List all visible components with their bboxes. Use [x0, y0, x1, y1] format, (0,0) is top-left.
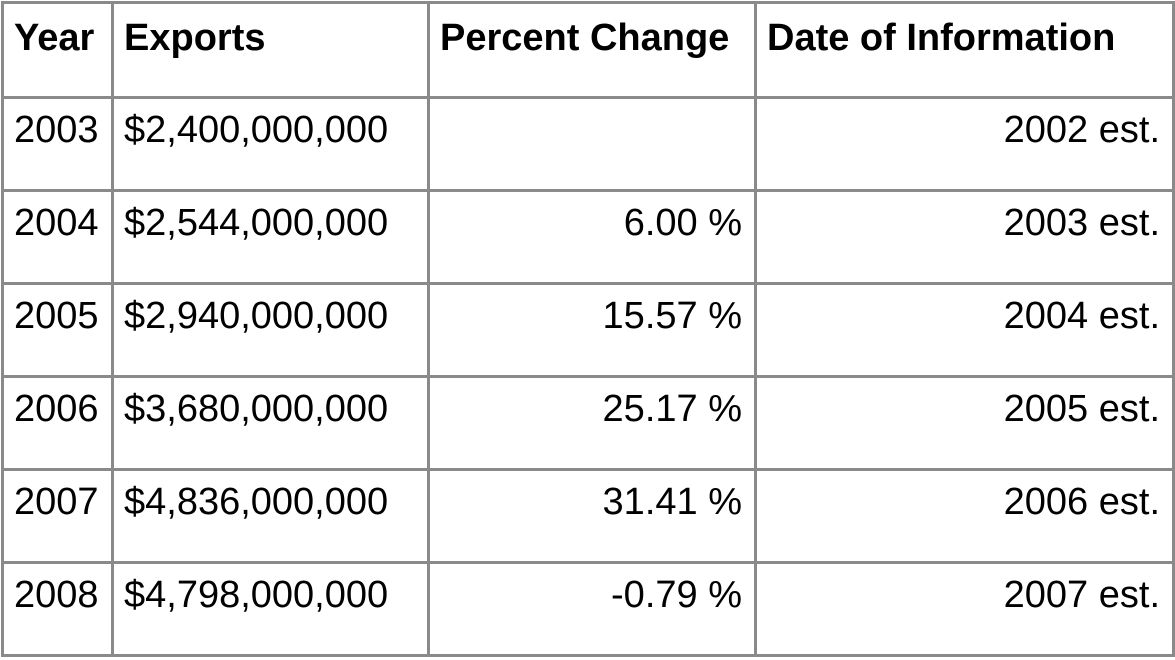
- percent-change-cell: 15.57 %: [427, 282, 757, 378]
- exports-cell: $2,544,000,000: [111, 189, 430, 285]
- date-of-information-cell: 2005 est.: [754, 375, 1175, 471]
- table-row: 2004 $2,544,000,000 6.00 % 2003 est.: [1, 189, 1175, 285]
- table-row: 2008 $4,798,000,000 -0.79 % 2007 est.: [1, 561, 1175, 657]
- year-cell: 2007: [1, 468, 114, 564]
- percent-change-cell: -0.79 %: [427, 561, 757, 657]
- percent-change-cell: 25.17 %: [427, 375, 757, 471]
- column-header-year: Year: [1, 1, 114, 99]
- exports-cell: $4,798,000,000: [111, 561, 430, 657]
- year-cell: 2006: [1, 375, 114, 471]
- table-row: 2007 $4,836,000,000 31.41 % 2006 est.: [1, 468, 1175, 564]
- date-of-information-cell: 2007 est.: [754, 561, 1175, 657]
- year-cell: 2003: [1, 96, 114, 192]
- column-header-percent-change: Percent Change: [427, 1, 757, 99]
- percent-change-cell: 6.00 %: [427, 189, 757, 285]
- exports-cell: $3,680,000,000: [111, 375, 430, 471]
- exports-cell: $2,940,000,000: [111, 282, 430, 378]
- date-of-information-cell: 2004 est.: [754, 282, 1175, 378]
- date-of-information-cell: 2003 est.: [754, 189, 1175, 285]
- date-of-information-cell: 2006 est.: [754, 468, 1175, 564]
- table-row: 2003 $2,400,000,000 2002 est.: [1, 96, 1175, 192]
- header-row: Year Exports Percent Change Date of Info…: [1, 1, 1175, 99]
- exports-cell: $2,400,000,000: [111, 96, 430, 192]
- table-row: 2005 $2,940,000,000 15.57 % 2004 est.: [1, 282, 1175, 378]
- year-cell: 2008: [1, 561, 114, 657]
- column-header-date-of-information: Date of Information: [754, 1, 1175, 99]
- table-row: 2006 $3,680,000,000 25.17 % 2005 est.: [1, 375, 1175, 471]
- exports-cell: $4,836,000,000: [111, 468, 430, 564]
- year-cell: 2004: [1, 189, 114, 285]
- year-cell: 2005: [1, 282, 114, 378]
- column-header-exports: Exports: [111, 1, 430, 99]
- date-of-information-cell: 2002 est.: [754, 96, 1175, 192]
- percent-change-cell: [427, 96, 757, 192]
- percent-change-cell: 31.41 %: [427, 468, 757, 564]
